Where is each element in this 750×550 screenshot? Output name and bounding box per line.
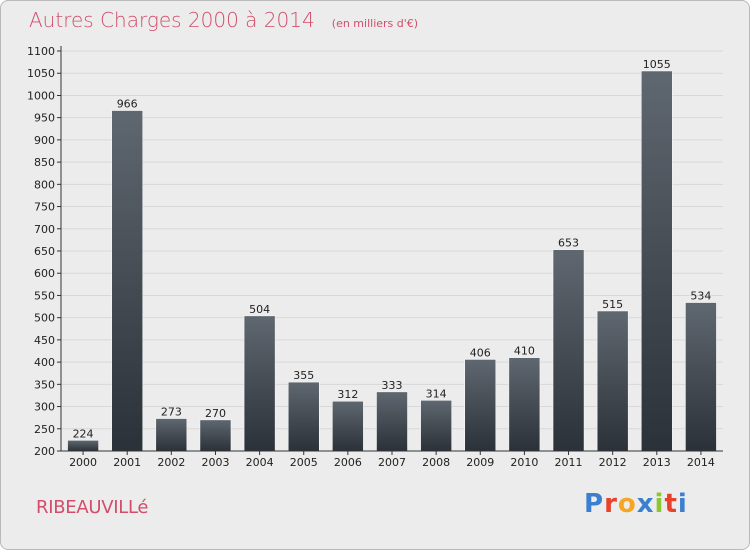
chart-title: Autres Charges 2000 à 2014 (en milliers …	[29, 8, 418, 32]
bar-2012	[596, 310, 629, 452]
x-tick-label: 2010	[510, 456, 538, 469]
bar-value-label: 312	[337, 388, 358, 401]
y-tick-label: 900	[34, 134, 55, 147]
x-tick-labels: 2000 2001 2002 2003 2004 2005 2006 2007 2008 2009…	[69, 451, 715, 469]
bar-value-label: 406	[470, 346, 491, 359]
bar-2014	[685, 302, 717, 452]
bar-2001	[111, 110, 143, 452]
bar-value-label: 1055	[643, 58, 671, 71]
bar-2003	[199, 419, 232, 452]
y-tick-label: 250	[34, 423, 55, 436]
bar-2010	[508, 357, 541, 452]
x-tick-label: 2003	[201, 456, 229, 469]
x-tick-label: 2013	[643, 456, 671, 469]
x-tick-label: 2000	[69, 456, 97, 469]
logo-letter: i	[654, 489, 665, 519]
y-tick-label: 600	[34, 267, 55, 280]
bar-2013	[641, 70, 673, 452]
logo-letter: i	[677, 489, 688, 519]
x-tick-label: 2004	[246, 456, 274, 469]
y-tick-label: 850	[34, 156, 55, 169]
bar-value-label: 504	[249, 303, 270, 316]
proxiti-logo[interactable]: Proxiti	[584, 489, 688, 519]
y-tick-label: 500	[34, 312, 55, 325]
bar-value-label: 333	[382, 379, 403, 392]
bar-2006	[332, 400, 364, 452]
y-tick-label: 300	[34, 401, 55, 414]
y-tick-label: 550	[34, 289, 55, 302]
bar-2000	[67, 440, 99, 452]
bar-value-label: 355	[293, 369, 314, 382]
x-tick-label: 2012	[599, 456, 627, 469]
logo-letter: x	[636, 489, 655, 519]
x-tick-label: 2007	[378, 456, 406, 469]
bar-2011	[552, 249, 585, 452]
y-tick-label: 1100	[27, 45, 55, 58]
y-tick-label: 350	[34, 378, 55, 391]
logo-letter: r	[604, 489, 618, 519]
x-tick-label: 2008	[422, 456, 450, 469]
x-tick-label: 2001	[113, 456, 141, 469]
bar-2007	[376, 391, 408, 452]
y-tick-label: 700	[34, 223, 55, 236]
bar-2004	[243, 315, 276, 452]
x-tick-label: 2006	[334, 456, 362, 469]
y-tick-label: 200	[34, 445, 55, 458]
y-tick-label: 650	[34, 245, 55, 258]
y-tick-label: 750	[34, 201, 55, 214]
bar-value-label: 314	[426, 387, 447, 400]
y-tick-label: 950	[34, 112, 55, 125]
bar-value-labels: 224 966 273 270 504 355 312 333 314 406 410 653 515 1…	[73, 58, 712, 440]
bar-2005	[287, 381, 320, 452]
chart-title-text: Autres Charges 2000 à 2014	[29, 8, 315, 32]
bar-value-label: 966	[117, 98, 138, 111]
bar-value-label: 224	[73, 427, 94, 440]
commune-name: RIBEAUVILLé	[36, 497, 149, 518]
x-tick-label: 2005	[290, 456, 318, 469]
y-tick-label: 400	[34, 356, 55, 369]
y-tick-labels: 200 250 300 350 400 450 500 550 600 650 700 750 800 8…	[27, 45, 55, 458]
chart-unit-note: (en milliers d'€)	[331, 17, 419, 30]
y-tick-label: 800	[34, 178, 55, 191]
bar-2008	[420, 400, 452, 452]
bars	[67, 70, 717, 452]
x-tick-label: 2014	[687, 456, 715, 469]
bar-value-label: 273	[161, 406, 182, 419]
bar-value-label: 534	[690, 290, 711, 303]
bar-value-label: 653	[558, 237, 579, 250]
y-tick-label: 1000	[27, 89, 55, 102]
logo-letter: o	[617, 489, 637, 519]
logo-letter: t	[664, 489, 678, 519]
logo-letter: P	[584, 489, 605, 519]
bar-2009	[464, 359, 497, 452]
x-tick-label: 2002	[157, 456, 185, 469]
bar-value-label: 410	[514, 345, 535, 358]
bar-2002	[155, 418, 188, 452]
y-tick-label: 1050	[27, 67, 55, 80]
x-tick-label: 2009	[466, 456, 494, 469]
bar-value-label: 270	[205, 407, 226, 420]
bar-value-label: 515	[602, 298, 623, 311]
y-tick-label: 450	[34, 334, 55, 347]
x-tick-label: 2011	[555, 456, 583, 469]
